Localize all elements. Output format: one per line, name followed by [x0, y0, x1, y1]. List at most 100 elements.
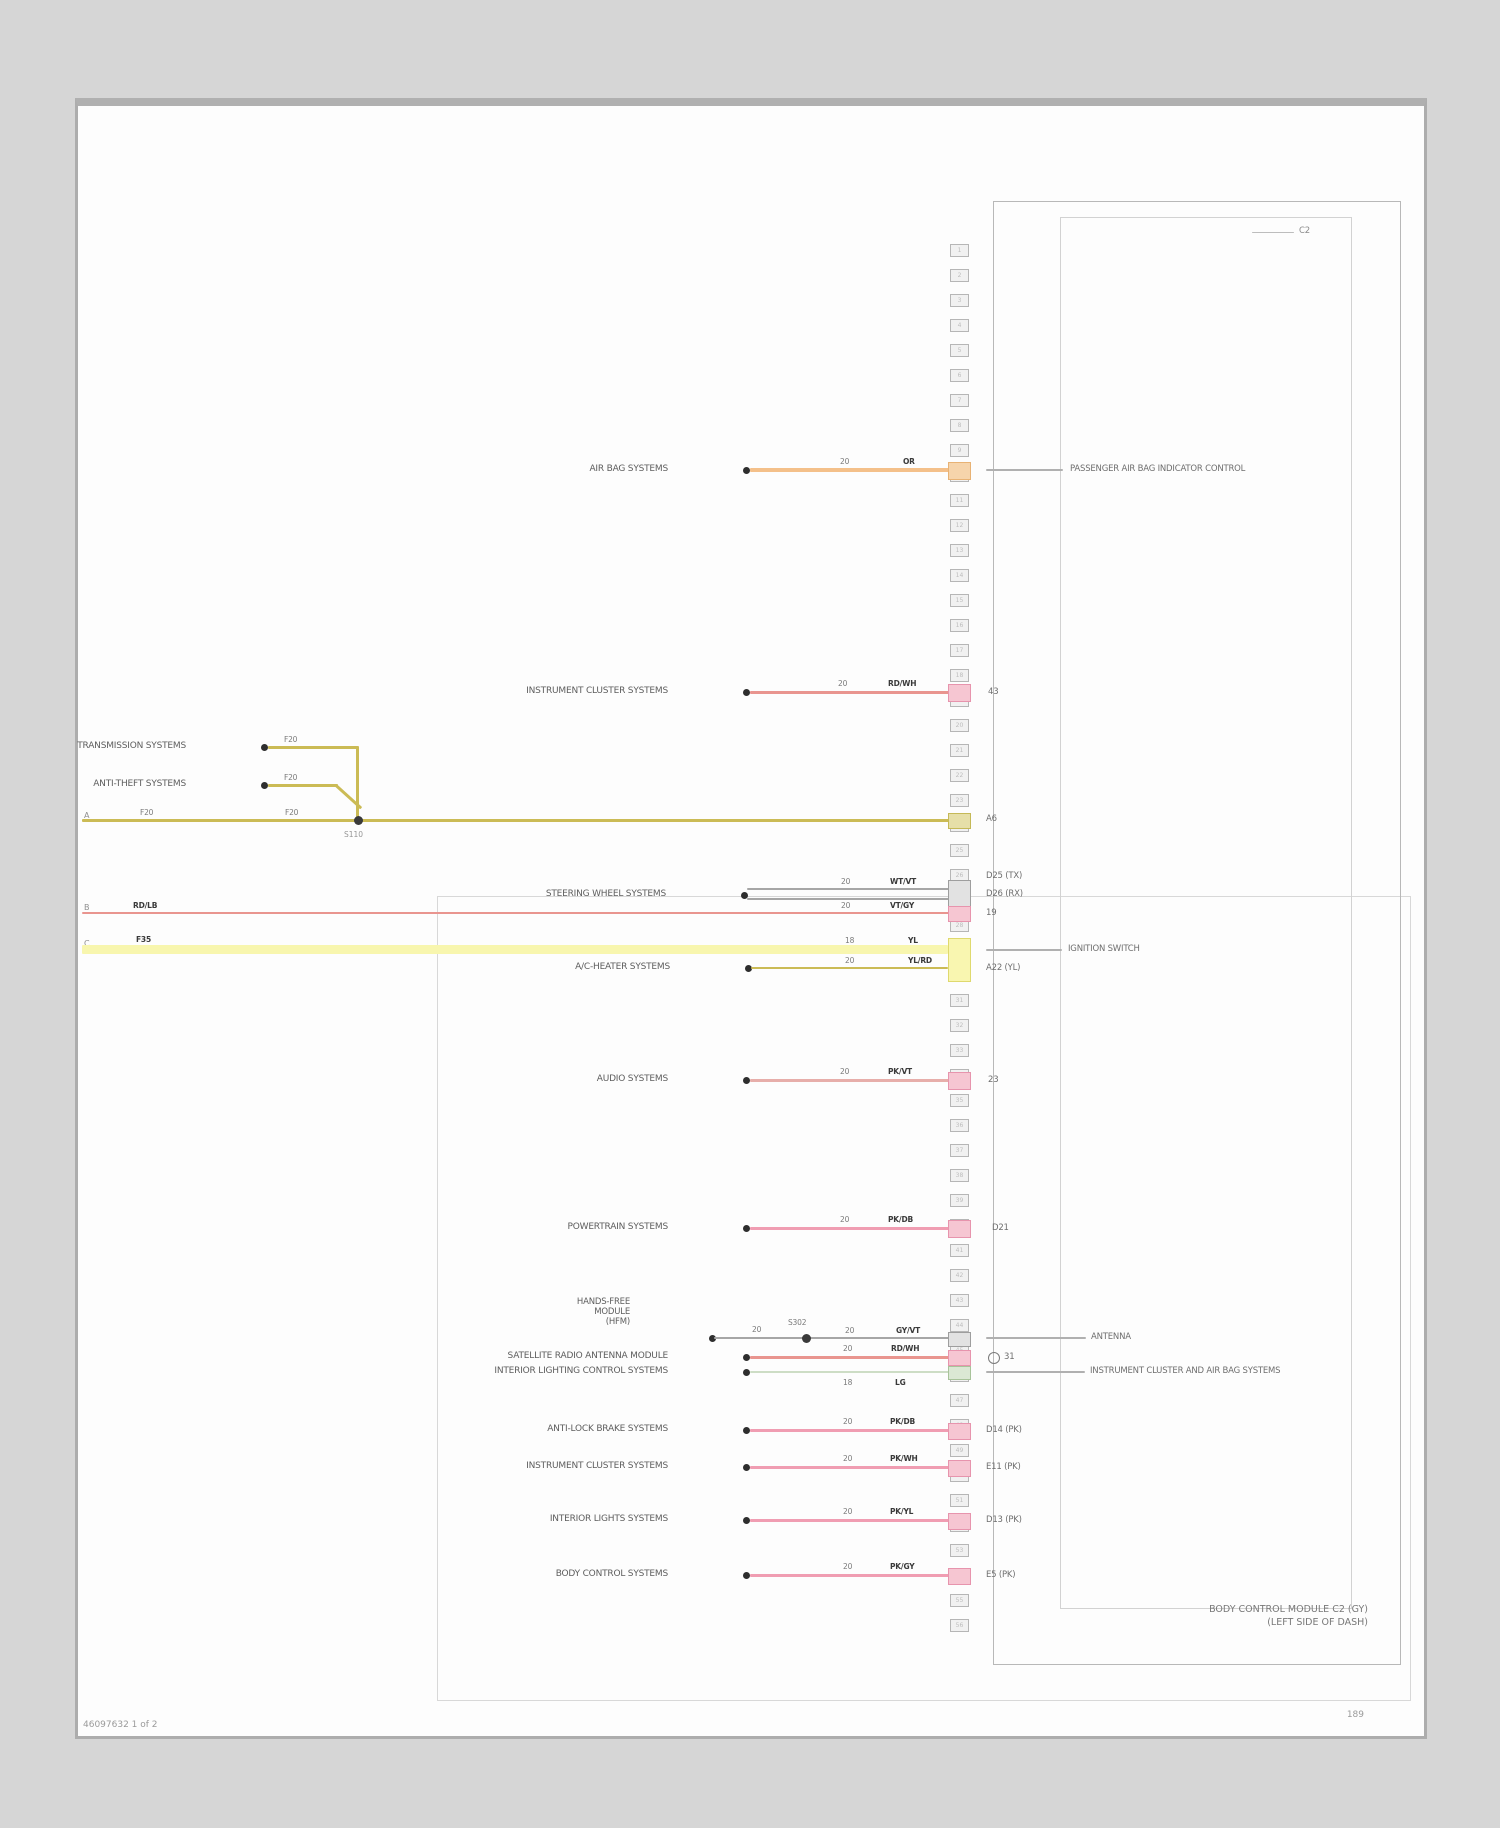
wire-gauge-color-tag: 20: [841, 901, 851, 910]
wire: [750, 1078, 950, 1082]
pin-right-label: 31: [1004, 1352, 1015, 1362]
antenna-module-label-line: HANDS-FREE: [576, 1297, 630, 1307]
wire: [747, 898, 949, 900]
connector-pin: 53: [950, 1544, 969, 1557]
right-lead-line: [986, 469, 1063, 471]
wire-antenna-gray: [714, 1337, 949, 1339]
wire-end-dot: [743, 1369, 750, 1376]
connector-pin-highlight: [948, 1512, 971, 1530]
wire-gauge-color-tag: F20: [284, 773, 298, 782]
harness-boundary-box: [437, 896, 1411, 1701]
connector-pin-highlight: [948, 1220, 971, 1238]
connector-pin: 23: [950, 794, 969, 807]
continuation-letter-c: C: [84, 939, 90, 948]
connector-pin: 36: [950, 1119, 969, 1132]
ground-symbol: [988, 1352, 1000, 1364]
connector-pin: 18: [950, 669, 969, 682]
system-left-label-antitheft: ANTI-THEFT SYSTEMS: [93, 779, 186, 789]
connector-pin: 55: [950, 1594, 969, 1607]
connector-pin: 7: [950, 394, 969, 407]
wire-gauge-color-tag: 20: [843, 1344, 853, 1353]
pin-right-label: IGNITION SWITCH: [1068, 944, 1140, 954]
splice-label: S110: [344, 830, 364, 839]
wire-gauge-color-tag: F35: [136, 935, 151, 944]
wire: [750, 1573, 950, 1577]
connector-pin: 9: [950, 444, 969, 457]
connector-leader-line: [1252, 232, 1294, 233]
connector-pin: 14: [950, 569, 969, 582]
connector-pin: 43: [950, 1294, 969, 1307]
wire-gauge-color-tag: PK/YL: [890, 1507, 914, 1516]
connector-pin: 47: [950, 1394, 969, 1407]
wire: [750, 690, 950, 694]
wire-end-dot: [743, 467, 750, 474]
pin-right-label: A6: [986, 814, 997, 824]
connector-pin: 13: [950, 544, 969, 557]
wire-gauge-color-tag: YL: [908, 936, 918, 945]
connector-pin: 32: [950, 1019, 969, 1032]
wire-gauge-color-tag: 20: [843, 1454, 853, 1463]
wire: [750, 1465, 950, 1469]
wire-end-dot: [743, 1077, 750, 1084]
wire-gauge-color-tag: 20: [840, 457, 850, 466]
pin-right-label: 23: [988, 1075, 999, 1085]
wire-end-dot: [743, 1427, 750, 1434]
connector-pin-highlight: [948, 462, 971, 480]
connector-pin: 21: [950, 744, 969, 757]
system-left-label: AIR BAG SYSTEMS: [589, 464, 668, 474]
connector-pin: 41: [950, 1244, 969, 1257]
system-left-label: POWERTRAIN SYSTEMS: [567, 1222, 669, 1232]
system-left-label: INSTRUMENT CLUSTER SYSTEMS: [526, 686, 668, 696]
connector-pin: 35: [950, 1094, 969, 1107]
diagram-page: C2 BODY CONTROL MODULE C2 (GY) (LEFT SID…: [75, 98, 1427, 1739]
connector-pin-highlight: [948, 1366, 971, 1380]
wire-end-dot: [745, 965, 752, 972]
module-outline-box: [993, 201, 1401, 1665]
footer-page-number: 189: [1346, 1710, 1364, 1720]
connector-pin: 17: [950, 644, 969, 657]
wire-gauge-color-tag: PK/DB: [890, 1417, 915, 1426]
connector-pin-highlight: [948, 1331, 971, 1347]
connector-pin: 2: [950, 269, 969, 282]
pin-right-label: 19: [986, 908, 997, 918]
antenna-module-label-line: (HFM): [605, 1317, 630, 1327]
connector-pin: 15: [950, 594, 969, 607]
wire-gauge-color-tag: LG: [895, 1378, 906, 1387]
wire: [750, 1518, 950, 1522]
wire-gauge-color-tag: F20: [140, 808, 154, 817]
wire-end-dot: [743, 1225, 750, 1232]
connector-pin-highlight: [948, 1072, 971, 1090]
connector-pin: 25: [950, 844, 969, 857]
connector-pin: 49: [950, 1444, 969, 1457]
system-left-label: INSTRUMENT CLUSTER SYSTEMS: [526, 1461, 668, 1471]
connector-pin-highlight: [948, 1459, 971, 1477]
wire-gauge-color-tag: 18: [845, 936, 855, 945]
wire-gauge-color-tag: OR: [903, 457, 915, 466]
wire-gauge-color-tag: RD/LB: [133, 901, 158, 910]
connector-pin: 22: [950, 769, 969, 782]
connector-pin: 39: [950, 1194, 969, 1207]
connector-pin-highlight: [948, 813, 971, 829]
wire: [268, 783, 338, 787]
wire-gauge-color-tag: PK/GY: [890, 1562, 915, 1571]
connector-pin-highlight: [948, 937, 971, 982]
pin-right-label: D26 (RX): [986, 889, 1023, 899]
antenna-module-label-line: MODULE: [594, 1307, 630, 1317]
connector-pin: 5: [950, 344, 969, 357]
connector-label: C2: [1299, 226, 1310, 236]
system-left-label: INTERIOR LIGHTS SYSTEMS: [549, 1514, 668, 1524]
pin-right-label: ANTENNA: [1091, 1332, 1131, 1342]
wire-end-dot: [743, 1517, 750, 1524]
wire-end-dot: [743, 1354, 750, 1361]
connector-pin-highlight: [948, 1422, 971, 1440]
module-name-label: BODY CONTROL MODULE C2 (GY) (LEFT SIDE O…: [1209, 1603, 1368, 1629]
module-inner-box: [1060, 217, 1352, 1609]
system-left-label: SATELLITE RADIO ANTENNA MODULE: [507, 1351, 669, 1361]
wire-end-dot: [741, 892, 748, 899]
wire: [750, 1226, 950, 1230]
wire-ac-olive: [751, 966, 948, 970]
pin-right-label: E5 (PK): [986, 1570, 1016, 1580]
connector-pin-highlight: [948, 906, 971, 922]
system-left-label: ANTI-LOCK BRAKE SYSTEMS: [547, 1424, 668, 1434]
connector-pin: 16: [950, 619, 969, 632]
